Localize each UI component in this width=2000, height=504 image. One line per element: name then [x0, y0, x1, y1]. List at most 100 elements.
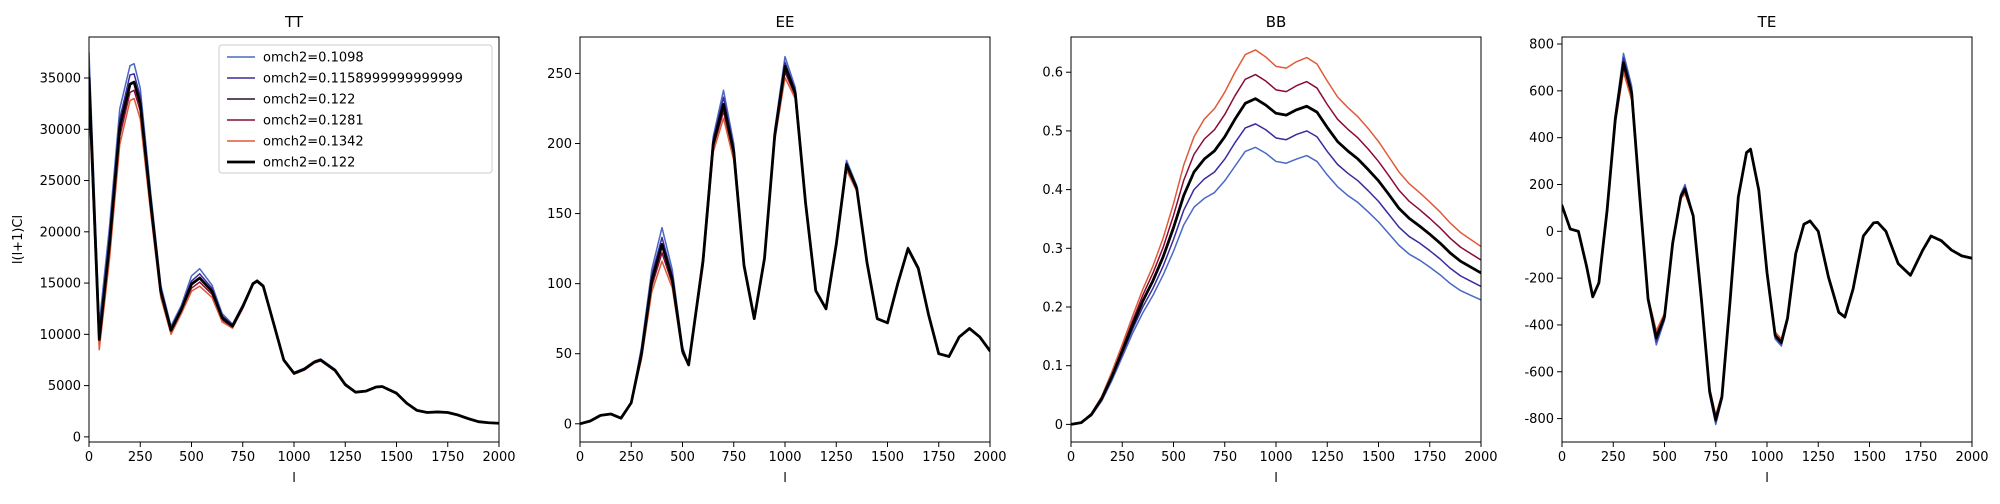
- legend-label: omch2=0.1281: [263, 114, 364, 129]
- series-line-2: [1562, 62, 1972, 421]
- axes-frame: [579, 36, 991, 443]
- y-tick-label: 0.4: [1042, 183, 1063, 198]
- legend: omch2=0.1098 omch2=0.1158999999999999 omch…: [218, 44, 493, 174]
- y-tick-label: -200: [1524, 272, 1554, 287]
- axes-frame: [1561, 36, 1973, 443]
- y-tick-label: 50: [555, 347, 572, 362]
- y-axis-label: l(l+1)Cl: [11, 215, 26, 264]
- series-line-2: [1071, 97, 1481, 426]
- x-tick-label: 250: [1601, 450, 1626, 465]
- x-tick-label: 1000: [1750, 450, 1783, 465]
- y-tick-label: 20000: [40, 225, 81, 240]
- y-tick-label: 10000: [40, 328, 81, 343]
- y-tick-label: -400: [1524, 318, 1554, 333]
- series-line-0: [1562, 52, 1972, 426]
- y-tick-label: 250: [547, 67, 572, 82]
- series-group: [1071, 49, 1481, 426]
- chart-title: TT: [284, 13, 304, 31]
- x-tick-label: 250: [128, 450, 153, 465]
- x-tick-label: 250: [1110, 450, 1135, 465]
- x-tick-label: 500: [670, 450, 695, 465]
- y-tick-label: 0: [564, 417, 572, 432]
- y-tick-label: 200: [1529, 178, 1554, 193]
- x-tick-label: 2000: [1955, 450, 1988, 465]
- x-tick-label: 750: [1212, 450, 1237, 465]
- series-line-5: [580, 65, 990, 426]
- series-line-4: [1562, 71, 1972, 416]
- x-axis-label: l: [292, 471, 296, 486]
- series-line-1: [1562, 57, 1972, 423]
- x-tick-label: 2000: [1464, 450, 1497, 465]
- y-tick-label: 600: [1529, 84, 1554, 99]
- x-tick-label: 1500: [871, 450, 904, 465]
- x-tick-label: 500: [1652, 450, 1677, 465]
- x-tick-label: 1500: [1362, 450, 1395, 465]
- x-tick-label: 2000: [973, 450, 1006, 465]
- series-line-5: [1562, 61, 1972, 422]
- series-line-3: [1562, 66, 1972, 419]
- x-tick-label: 750: [230, 450, 255, 465]
- legend-box: [218, 44, 493, 174]
- x-tick-label: 750: [721, 450, 746, 465]
- series-line-5: [1071, 97, 1481, 426]
- y-tick-label: 150: [547, 207, 572, 222]
- y-tick-label: -600: [1524, 365, 1554, 380]
- series-group: [89, 51, 499, 425]
- x-tick-label: 1500: [1853, 450, 1886, 465]
- x-tick-label: 1250: [1311, 450, 1344, 465]
- series-line-3: [1071, 73, 1481, 426]
- y-tick-label: 400: [1529, 131, 1554, 146]
- y-tick-label: 0: [1055, 418, 1063, 433]
- chart-title: BB: [1266, 13, 1287, 31]
- x-tick-label: 500: [1161, 450, 1186, 465]
- x-tick-label: 500: [179, 450, 204, 465]
- series-line-4: [1071, 49, 1481, 426]
- y-tick-label: 25000: [40, 174, 81, 189]
- y-tick-label: 0.5: [1042, 124, 1063, 139]
- x-tick-label: 0: [1558, 450, 1566, 465]
- x-tick-label: 1750: [431, 450, 464, 465]
- panel-tt: 0 250 500 750 1000 1250 1500 1750 20000500010000…: [11, 13, 516, 486]
- series-line-1: [580, 61, 990, 425]
- series-line-2: [580, 65, 990, 425]
- x-tick-label: 1250: [820, 450, 853, 465]
- axes-frame: [1070, 36, 1482, 443]
- y-tick-label: 35000: [40, 72, 81, 87]
- x-tick-label: 0: [85, 450, 93, 465]
- y-tick-label: 0.3: [1042, 242, 1063, 257]
- x-tick-label: 1750: [1904, 450, 1937, 465]
- x-tick-label: 0: [1067, 450, 1075, 465]
- x-tick-label: 1500: [380, 450, 413, 465]
- y-tick-label: -800: [1524, 412, 1554, 427]
- x-axis-label: l: [1274, 471, 1278, 486]
- series-line-5: [89, 76, 499, 425]
- series-line-0: [1071, 146, 1481, 426]
- x-axis-label: l: [1765, 471, 1769, 486]
- y-tick-label: 30000: [40, 123, 81, 138]
- x-tick-label: 1750: [1413, 450, 1446, 465]
- y-tick-label: 5000: [48, 379, 81, 394]
- series-line-3: [580, 71, 990, 425]
- chart-title: EE: [776, 13, 795, 31]
- series-group: [580, 55, 990, 426]
- panel-te: 0 250 500 750 1000 1250 1500 1750 2000-800-600-4…: [1524, 13, 1988, 486]
- y-tick-label: 0: [1546, 225, 1554, 240]
- y-tick-label: 0: [73, 430, 81, 445]
- x-tick-label: 250: [619, 450, 644, 465]
- panel-ee: 0 250 500 750 1000 1250 1500 1750 2000 0 50 100 150 2…: [547, 13, 1006, 486]
- x-tick-label: 1000: [768, 450, 801, 465]
- series-group: [1562, 52, 1972, 426]
- y-tick-label: 0.6: [1042, 66, 1063, 81]
- chart-title: TE: [1757, 13, 1777, 31]
- x-tick-label: 750: [1703, 450, 1728, 465]
- series-line-1: [1071, 123, 1481, 426]
- x-tick-label: 1250: [1802, 450, 1835, 465]
- legend-label: omch2=0.122: [263, 156, 355, 171]
- y-tick-label: 200: [547, 137, 572, 152]
- x-tick-label: 1000: [1259, 450, 1292, 465]
- legend-label: omch2=0.1098: [263, 51, 364, 66]
- y-tick-label: 15000: [40, 277, 81, 292]
- legend-label: omch2=0.122: [263, 93, 355, 108]
